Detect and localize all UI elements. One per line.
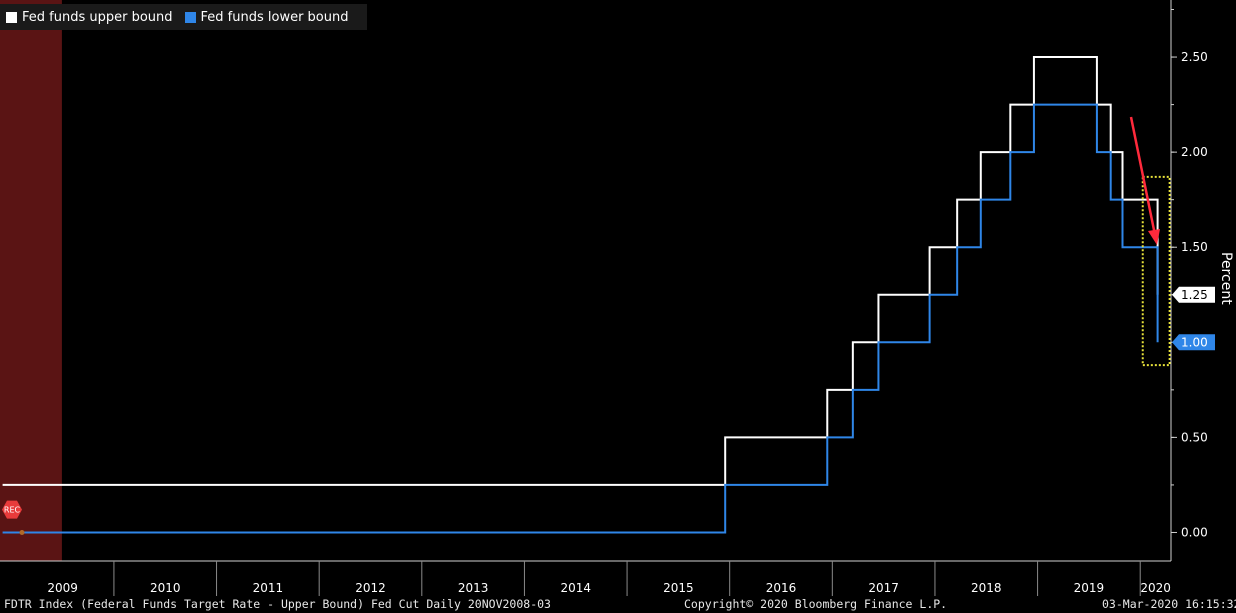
highlight-box — [1141, 175, 1171, 367]
x-tick-label: 2012 — [355, 581, 386, 595]
x-tick-label: 2016 — [766, 581, 797, 595]
x-tick-label: 2009 — [47, 581, 78, 595]
x-tick-label: 2011 — [253, 581, 284, 595]
recession-marker — [2, 500, 22, 519]
recession-band — [0, 0, 62, 561]
x-tick-label: 2014 — [560, 581, 591, 595]
y-tick-label: 1.50 — [1181, 240, 1208, 254]
y-tick-label: 0.00 — [1181, 525, 1208, 539]
legend-item-upper: Fed funds upper bound — [6, 10, 173, 25]
last-value-tag-upper-label: 1.25 — [1181, 288, 1208, 302]
x-tick-label: 2019 — [1074, 581, 1105, 595]
recession-marker-label: REC — [4, 506, 21, 515]
y-tick-label: 0.50 — [1181, 430, 1208, 444]
legend-label-lower: Fed funds lower bound — [200, 9, 349, 25]
annotation-arrow-shaft — [1129, 116, 1157, 236]
footer-left: FDTR Index (Federal Funds Target Rate - … — [4, 597, 551, 611]
y-tick-label: 2.00 — [1181, 145, 1208, 159]
x-tick-label: 2017 — [868, 581, 899, 595]
footer-center: Copyright© 2020 Bloomberg Finance L.P. — [684, 597, 948, 611]
last-value-tag-upper-bg — [1172, 286, 1215, 303]
recession-marker-dot — [19, 529, 25, 535]
legend-swatch-upper — [6, 11, 17, 23]
x-tick-label: 2018 — [971, 581, 1002, 595]
annotation-arrow-head — [1148, 229, 1160, 245]
series-line-lower — [2, 103, 1159, 534]
x-tick-label: 2020 — [1140, 581, 1171, 595]
x-tick-label: 2015 — [663, 581, 694, 595]
footer: FDTR Index (Federal Funds Target Rate - … — [0, 596, 1236, 613]
x-tick-label: 2010 — [150, 581, 181, 595]
x-tick-label: 2013 — [458, 581, 489, 595]
legend-label-upper: Fed funds upper bound — [22, 9, 173, 25]
legend-item-lower: Fed funds lower bound — [184, 9, 349, 25]
last-value-tag-lower-bg — [1172, 334, 1215, 351]
y-tick-label: 2.50 — [1181, 50, 1208, 64]
legend-swatch-lower — [184, 11, 196, 23]
last-value-tag-lower-label: 1.00 — [1181, 335, 1208, 349]
footer-right: 03-Mar-2020 16:15:32 — [1102, 597, 1236, 611]
series-line-upper — [2, 56, 1159, 486]
y-axis-label: Percent — [1218, 252, 1234, 305]
legend: Fed funds upper bound Fed funds lower bo… — [0, 4, 367, 30]
